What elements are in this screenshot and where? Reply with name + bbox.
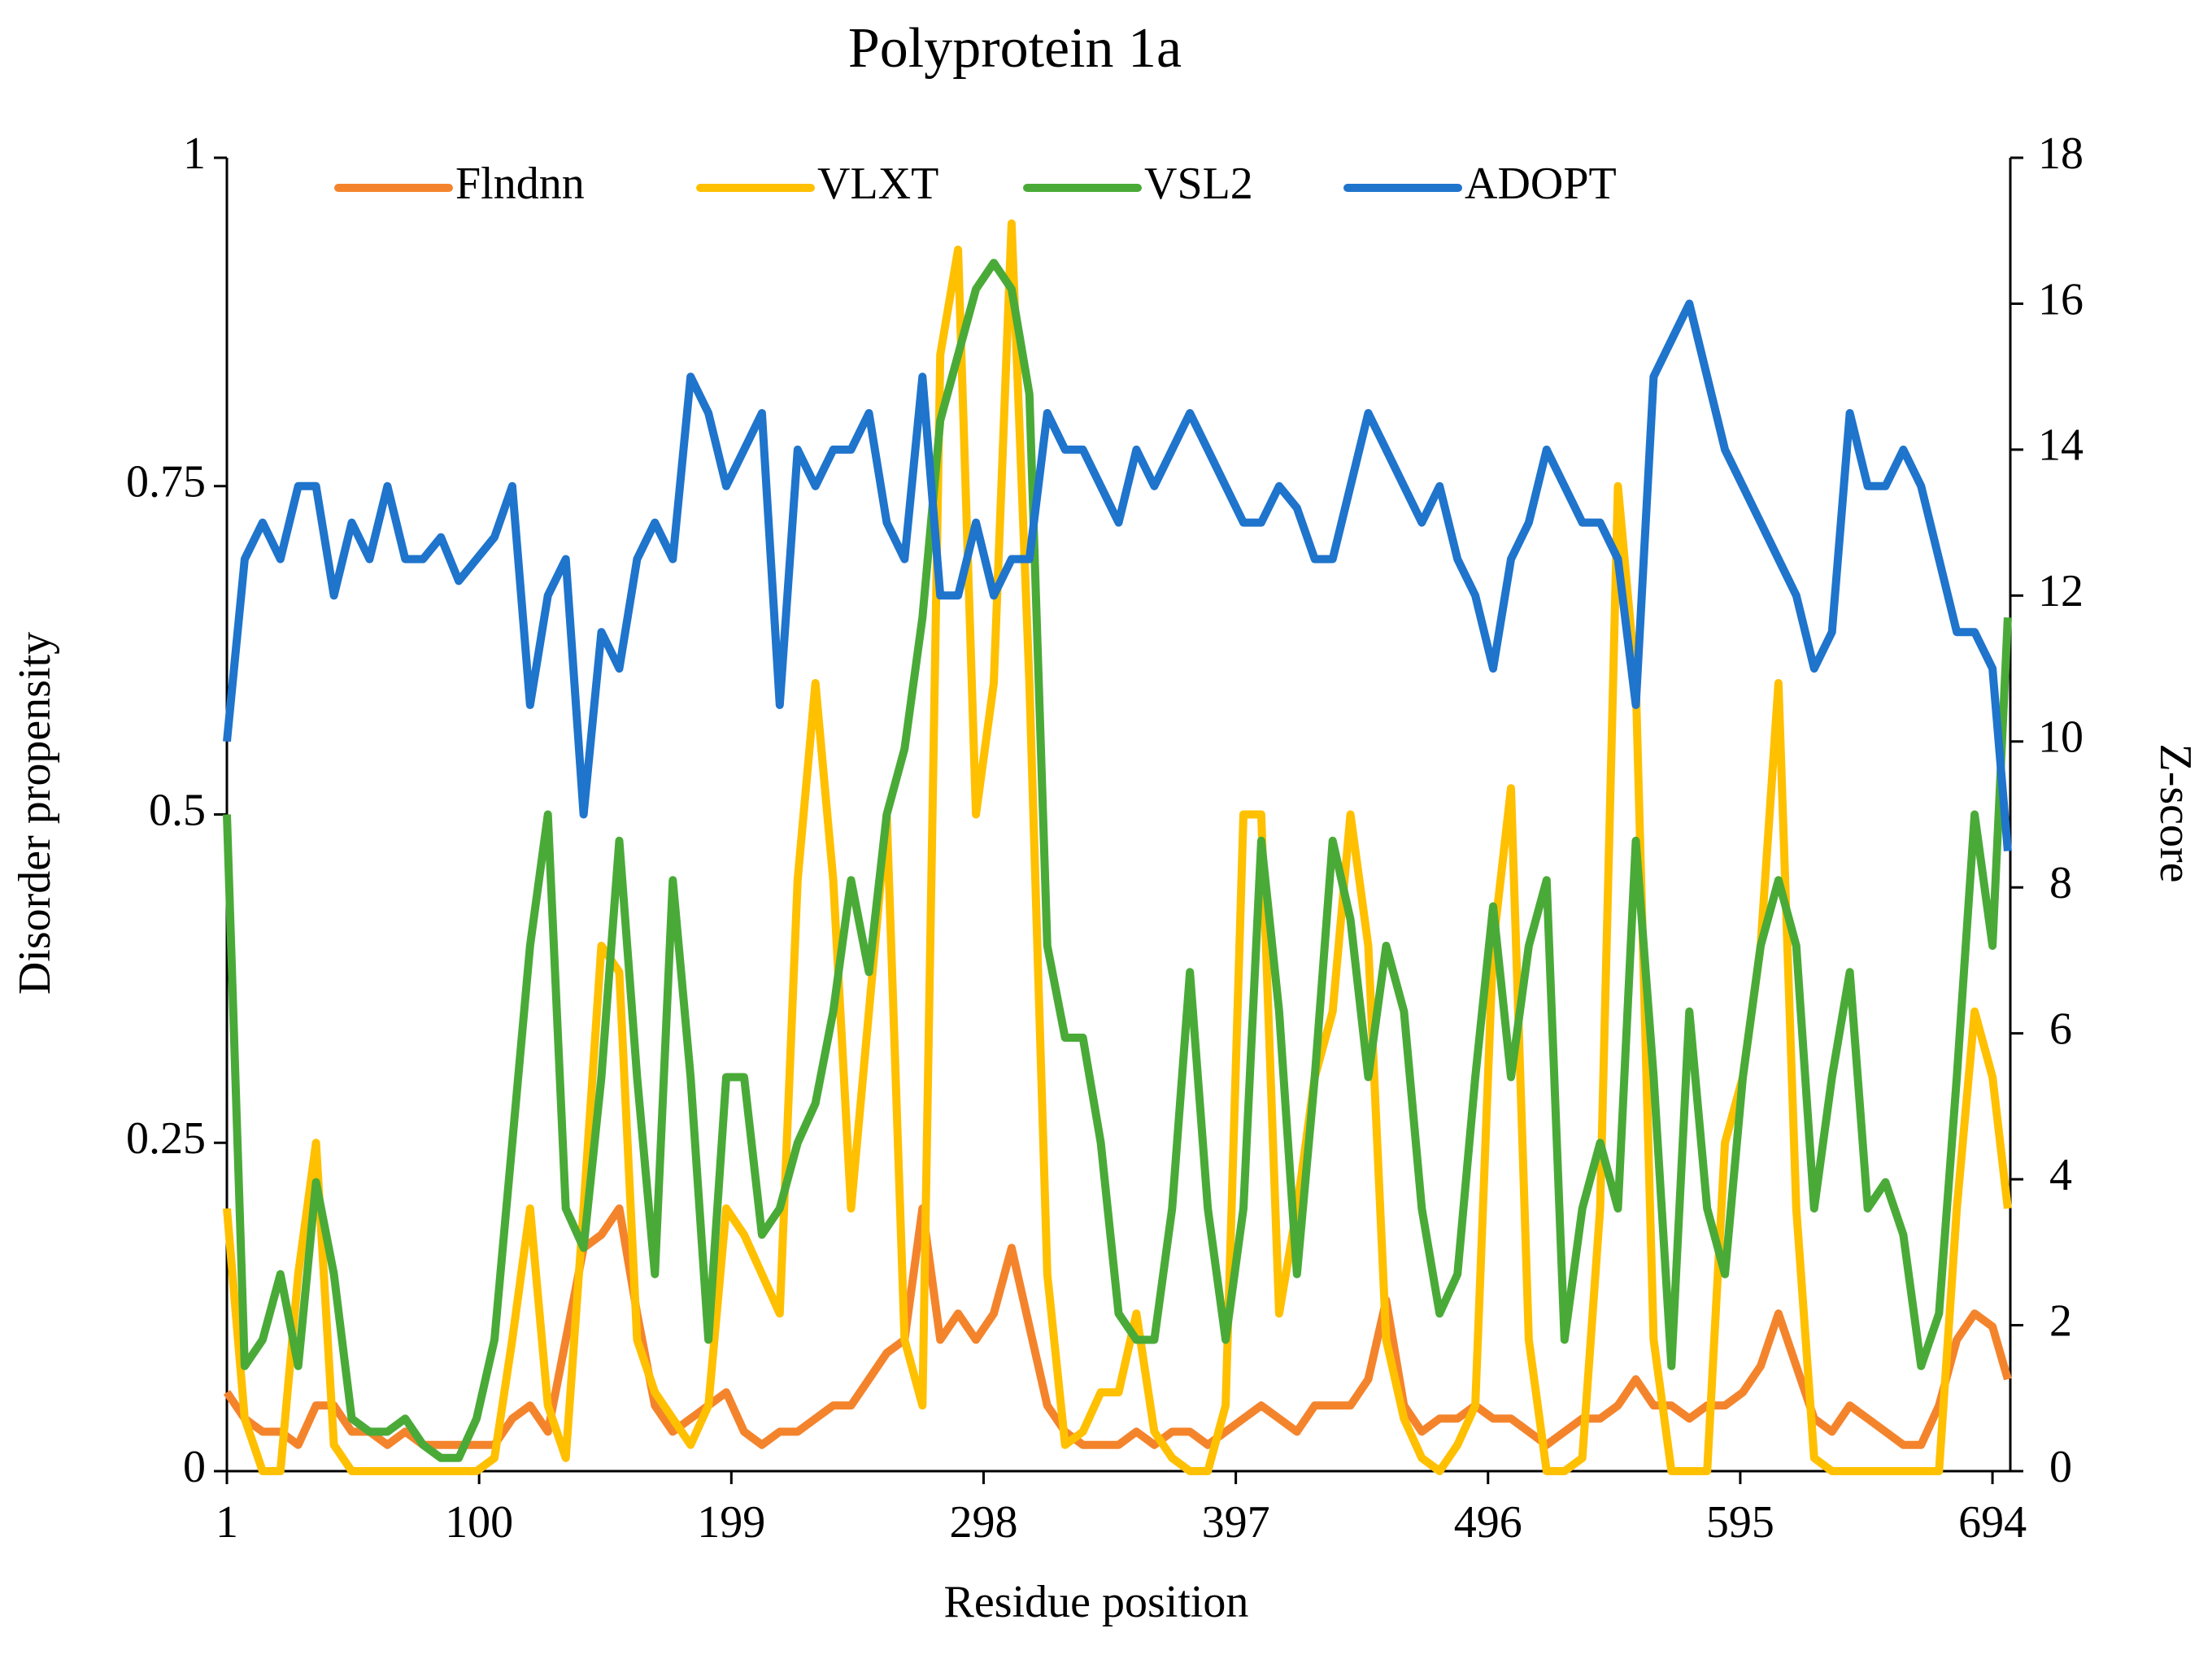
y2-tick-label: 4 (2049, 1150, 2072, 1200)
y-tick-label: 0 (183, 1442, 206, 1492)
y-tick-label: 0.5 (149, 785, 206, 835)
y2-tick-label: 12 (2038, 566, 2084, 616)
y2-tick-label: 8 (2049, 858, 2072, 908)
y2-axis-label: Z-score (2150, 743, 2201, 882)
legend-label: Flndnn (455, 159, 585, 209)
y2-tick-label: 18 (2038, 128, 2084, 179)
series-line (223, 219, 2012, 1475)
y2-tick-label: 6 (2049, 1004, 2072, 1055)
x-tick-label: 199 (697, 1497, 765, 1548)
x-tick-label: 298 (949, 1497, 1017, 1548)
legend-label: VSL2 (1144, 159, 1253, 209)
series-line (223, 259, 2012, 1462)
legend-label: VLXT (817, 159, 938, 209)
y-tick-label: 0.25 (126, 1113, 206, 1164)
y-axis-label: Disorder propensity (10, 632, 60, 995)
x-tick-label: 1 (216, 1497, 238, 1548)
y-tick-label: 1 (183, 128, 206, 179)
x-tick-label: 496 (1454, 1497, 1522, 1548)
chart-title: Polyprotein 1a (848, 17, 1182, 80)
series-line (223, 299, 2012, 851)
legend-label: ADOPT (1465, 159, 1617, 209)
y2-tick-label: 16 (2038, 274, 2084, 324)
y2-tick-label: 14 (2038, 420, 2084, 471)
x-tick-label: 100 (445, 1497, 513, 1548)
y2-tick-label: 10 (2038, 712, 2084, 763)
y2-tick-label: 0 (2049, 1442, 2072, 1492)
x-tick-label: 397 (1202, 1497, 1270, 1548)
x-axis-label: Residue position (944, 1577, 1249, 1627)
y2-tick-label: 2 (2049, 1295, 2072, 1346)
y-tick-label: 0.75 (126, 457, 206, 507)
x-tick-label: 694 (1958, 1497, 2027, 1548)
x-tick-label: 595 (1706, 1497, 1774, 1548)
